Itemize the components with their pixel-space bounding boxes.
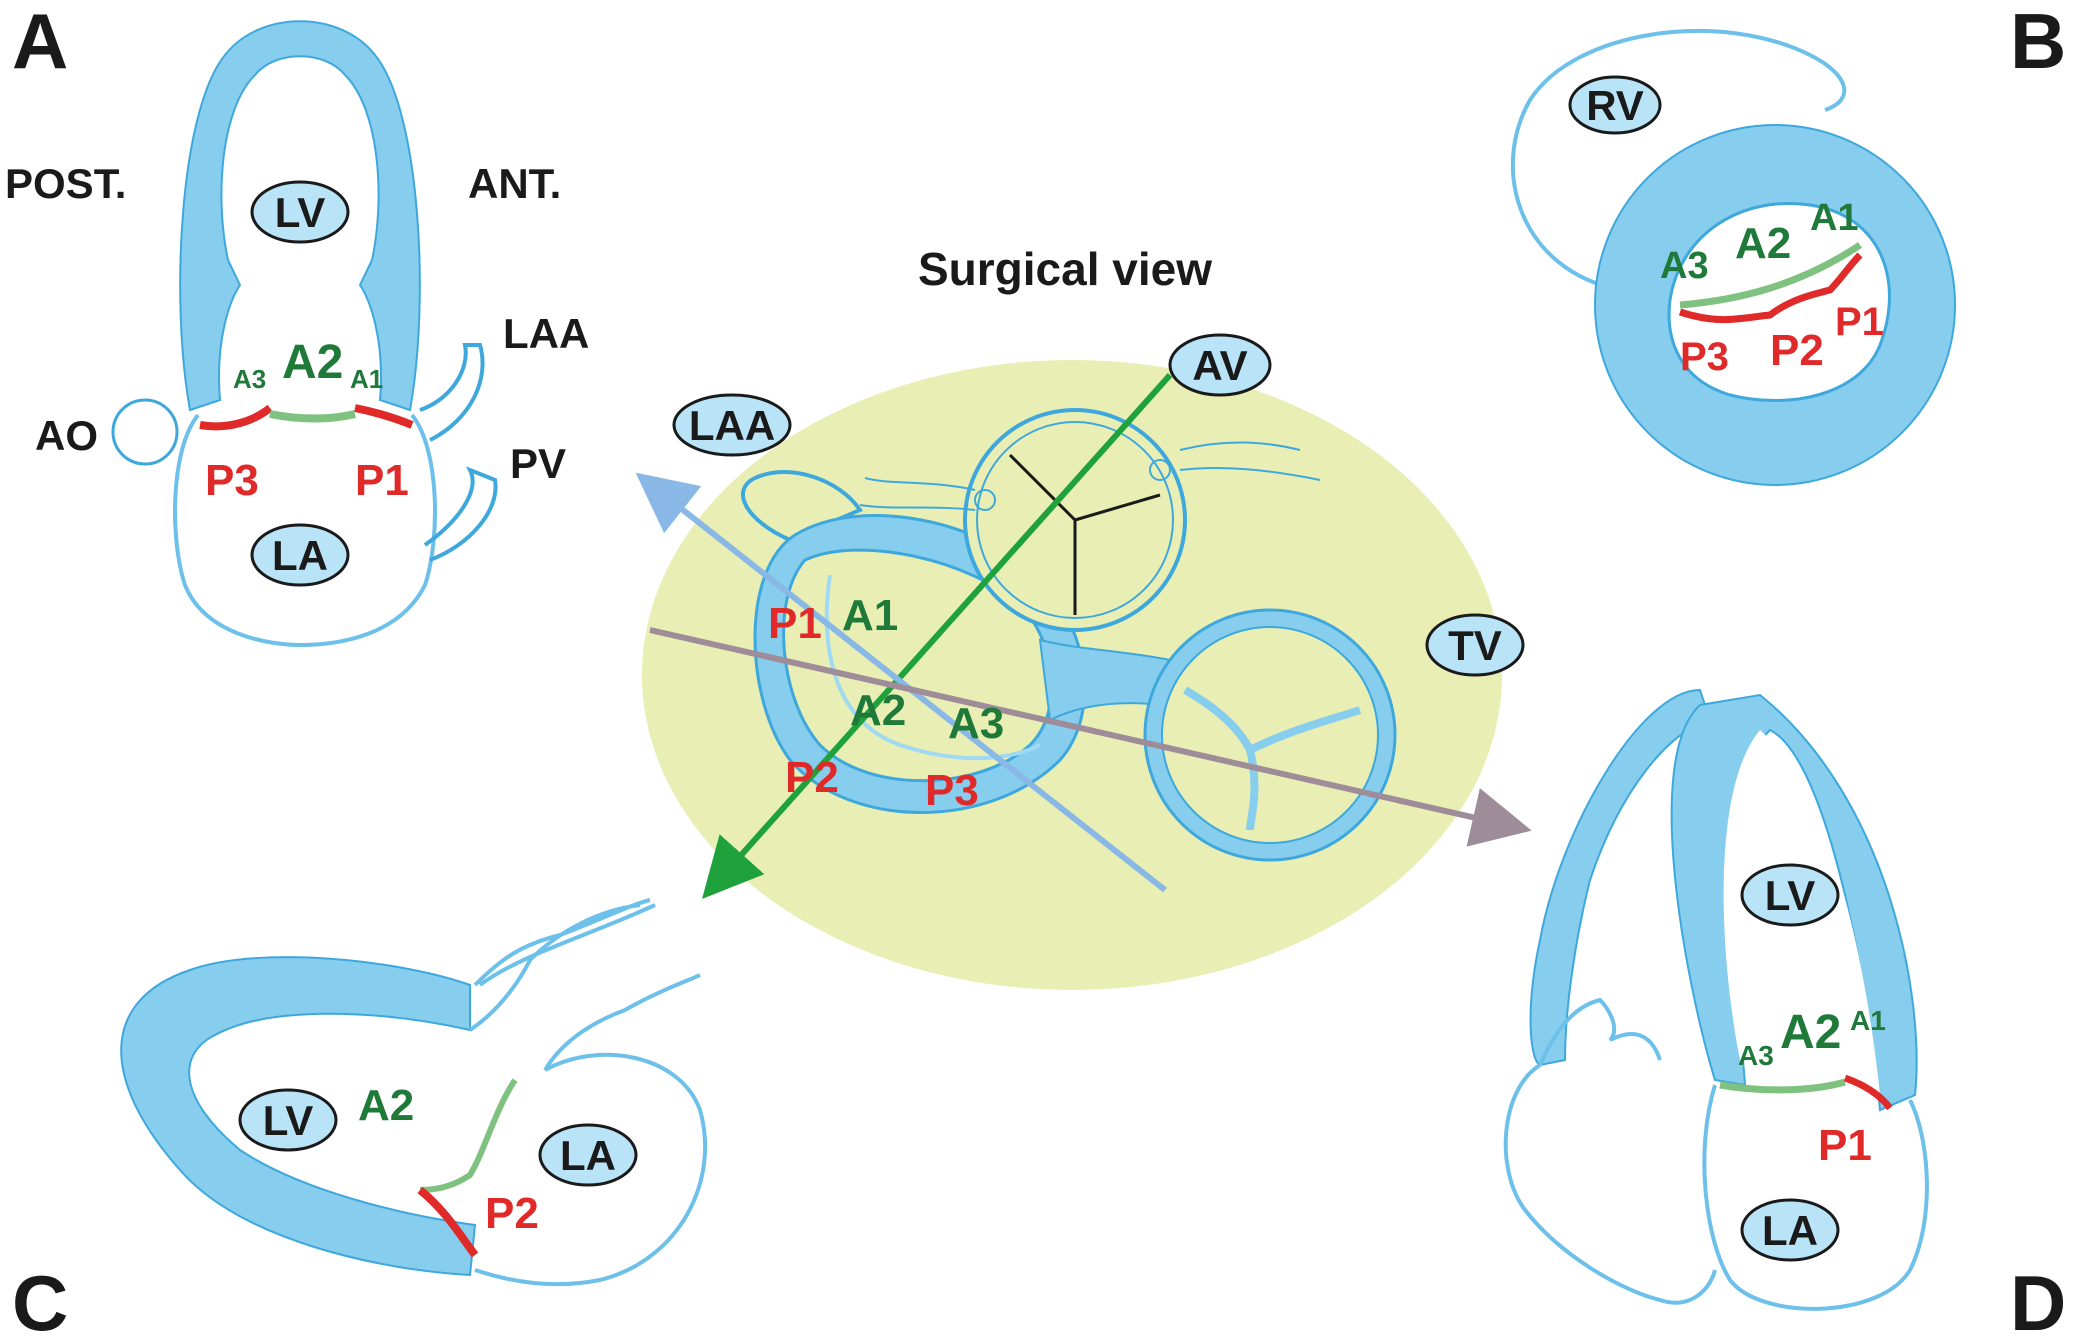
la-bubble	[538, 1123, 638, 1187]
pulmonary-vein	[423, 466, 498, 562]
left-atrial-appendage	[419, 343, 485, 442]
panel-b-letter: B	[2010, 0, 2066, 85]
panel-b: B RV A3 A2 A1 P3 P2 P1	[1510, 0, 2066, 486]
p3-label: P3	[1680, 335, 1729, 379]
panel-c: C LV LA A2 P2	[12, 898, 708, 1340]
coronary-arteries	[859, 441, 1321, 511]
anterior-label: ANT.	[468, 160, 561, 207]
coronary-ostium-right	[1149, 459, 1171, 481]
posterior-leaflet-p1-line	[354, 404, 414, 429]
rv-label: RV	[1586, 82, 1644, 129]
a1-label: A1	[1810, 197, 1859, 239]
anterior-leaflet-a2-line	[269, 410, 356, 423]
la-label: LA	[560, 1132, 616, 1179]
coaptation-line	[824, 574, 1041, 761]
a2-label: A2	[1735, 219, 1791, 268]
p1-label: P1	[355, 456, 409, 505]
a3-label: A3	[1660, 245, 1709, 287]
p2-label: P2	[485, 1189, 539, 1238]
lv-label: LV	[263, 1097, 314, 1144]
posterior-leaflet-line	[1678, 252, 1863, 324]
lv-bubble	[250, 180, 350, 244]
a2-label: A2	[1780, 1006, 1841, 1059]
tv-label: TV	[1448, 622, 1502, 669]
posterior-leaflet-p3-line	[199, 404, 273, 431]
p1-label: P1	[1835, 300, 1884, 344]
aortic-root-outline	[468, 898, 651, 1032]
a3-label: A3	[948, 699, 1004, 748]
aortic-outflow	[478, 903, 701, 1072]
av-label: AV	[1192, 342, 1247, 389]
posterior-leaflet-line	[417, 1186, 479, 1258]
laa-label: LAA	[689, 402, 775, 449]
pv-label: PV	[510, 440, 566, 487]
p3-label: P3	[205, 456, 259, 505]
coronary-ostium-left	[974, 489, 996, 511]
panel-a-letter: A	[12, 0, 68, 85]
p3-label: P3	[925, 766, 979, 815]
tricuspid-coaptation	[1183, 686, 1362, 831]
rv-bubble	[1568, 75, 1662, 135]
panel-d-letter: D	[2010, 1259, 2066, 1340]
la-bubble	[1740, 1198, 1840, 1262]
panel-c-letter: C	[12, 1259, 68, 1340]
anterior-leaflet-line	[1719, 1078, 1846, 1094]
surgical-view: Surgical view AV LAA TV P	[635, 243, 1532, 990]
la-label: LA	[1762, 1207, 1818, 1254]
a2-label: A2	[282, 336, 343, 389]
lv-bubble	[1740, 863, 1840, 927]
posterior-leaflet-line	[1843, 1074, 1893, 1111]
p2-label: P2	[1770, 326, 1824, 375]
aortic-inner	[976, 421, 1174, 619]
laa-shape	[741, 470, 863, 543]
left-ventricle-wall	[179, 20, 421, 412]
aortic-cusps	[1008, 453, 1161, 615]
laa-bubble	[672, 393, 792, 457]
a2-label: A2	[358, 1081, 414, 1130]
lv-bubble	[238, 1088, 338, 1152]
aorta-circle	[111, 398, 179, 466]
la-bubble	[250, 523, 350, 587]
la-label: LA	[272, 532, 328, 579]
tricuspid-orifice	[1161, 626, 1379, 844]
posterior-label: POST.	[5, 160, 126, 207]
p1-label: P1	[1818, 1121, 1872, 1170]
mauve-section-arrow	[649, 627, 1532, 847]
panel-d: D LV LA A3 A2 A1 P1	[1503, 688, 2066, 1340]
ao-label: AO	[35, 412, 98, 459]
left-atrium-outline	[1702, 1084, 1929, 1311]
a1-label: A1	[350, 364, 383, 394]
surgical-view-title: Surgical view	[918, 243, 1212, 295]
a2-label: A2	[850, 686, 906, 735]
anterior-leaflet-line	[1679, 242, 1862, 309]
lv-label: LV	[1765, 872, 1816, 919]
green-section-arrow	[702, 373, 1173, 899]
mitral-orifice	[1667, 202, 1891, 402]
a3-label: A3	[233, 364, 266, 394]
p2-label: P2	[785, 753, 839, 802]
panel-a: A POST. ANT. LV LA A3 A2 A1 P3 P1 LAA PV…	[5, 0, 589, 648]
left-ventricle-wall	[120, 956, 477, 1277]
right-atrium-outline	[1503, 1063, 1717, 1305]
a3-label: A3	[1738, 1040, 1774, 1071]
a1-label: A1	[1850, 1005, 1886, 1036]
lv-label: LV	[275, 189, 326, 236]
mitral-orifice-inner	[782, 548, 1054, 783]
av-bubble	[1168, 333, 1272, 397]
right-atrium-roof	[1538, 997, 1662, 1066]
tv-bubble	[1425, 613, 1525, 677]
p1-label: P1	[768, 599, 822, 648]
laa-label: LAA	[503, 310, 589, 357]
anterior-leaflet-line	[419, 1078, 518, 1193]
left-atrium-outline	[474, 1052, 708, 1287]
a1-label: A1	[842, 591, 898, 640]
